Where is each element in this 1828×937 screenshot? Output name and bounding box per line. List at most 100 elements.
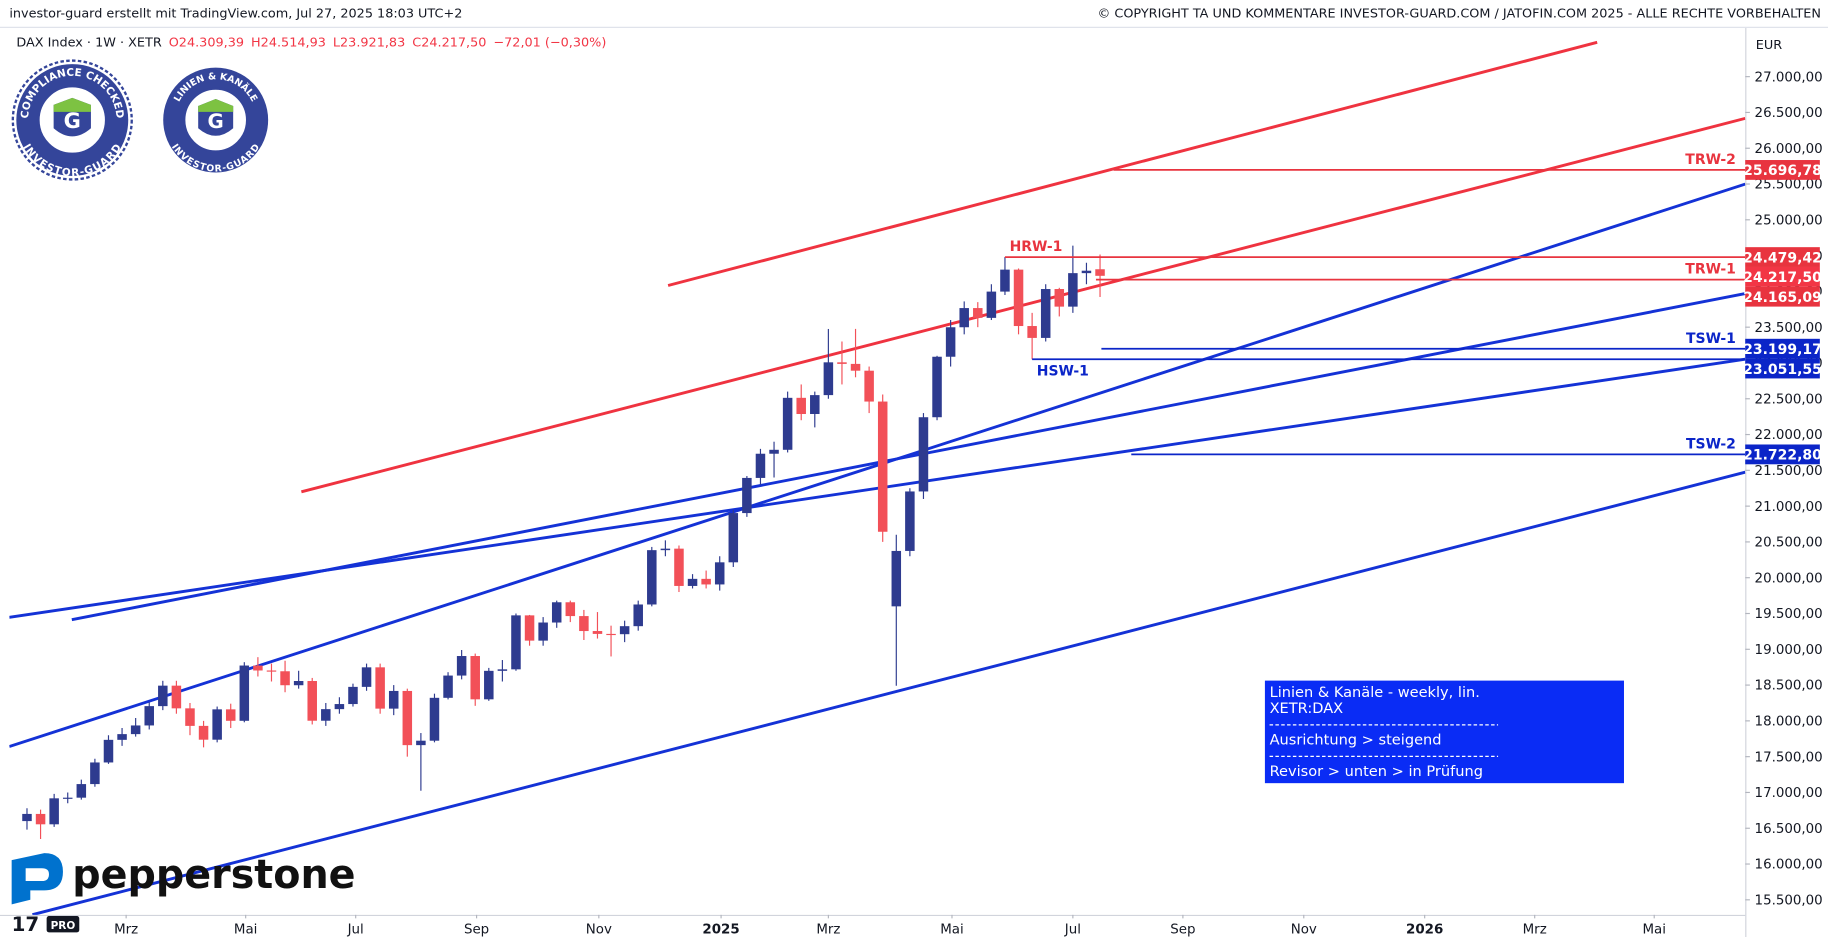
x-tick-label: Jul — [347, 923, 364, 937]
price-tag-label: 21.722,80 — [1743, 448, 1822, 464]
price-tag — [1745, 358, 1820, 379]
candle-body — [769, 449, 779, 454]
candle-body — [524, 615, 535, 641]
candle-body — [932, 356, 942, 418]
candle-body — [714, 562, 725, 585]
info-box: Linien & Kanäle - weekly, lin. XETR:DAX … — [1264, 680, 1624, 784]
y-tick-label: 20.000,00 — [1755, 571, 1823, 586]
broker-name: pepperstone — [72, 852, 355, 898]
candle-body — [1095, 269, 1105, 276]
y-tick-label: 20.500,00 — [1755, 536, 1823, 551]
y-tick-label: 17.500,00 — [1755, 750, 1823, 765]
y-tick-label: 25.500,00 — [1755, 178, 1823, 193]
level-name: HSW-1 — [1037, 364, 1089, 380]
candle-body — [158, 685, 168, 707]
candle-body — [144, 706, 154, 726]
price-tag — [1745, 338, 1820, 359]
axes: 15.500,00 16.000,00 16.500,00 17.000,00 17.5… — [114, 70, 1823, 937]
candle-body — [266, 670, 277, 672]
info-line: Ausrichtung > steigend — [1270, 732, 1442, 749]
x-tick-label: Mai — [940, 923, 963, 937]
header-left: investor-guard erstellt mit TradingView.… — [9, 6, 462, 21]
price-tag-label: 24.217,50 — [1743, 270, 1822, 286]
candle-body — [592, 631, 603, 634]
candle-body — [280, 671, 290, 686]
ohlc-high: H24.514,93 — [251, 36, 326, 51]
candle-body — [973, 308, 983, 318]
x-tick-label: 2025 — [702, 923, 739, 937]
info-line: XETR:DAX — [1270, 700, 1344, 717]
legend: DAX Index · 1W · XETR O24.309,39 H24.514,9… — [16, 36, 606, 51]
candle-body — [375, 667, 385, 709]
y-tick-label: 21.000,00 — [1755, 500, 1823, 515]
header-right: © COPYRIGHT TA UND KOMMENTARE INVESTOR-G… — [1097, 6, 1821, 21]
price-tag — [1745, 247, 1820, 267]
svg-text:G: G — [208, 110, 224, 133]
candle-body — [674, 548, 684, 586]
candle-body — [253, 665, 263, 671]
x-tick-label: 2026 — [1406, 923, 1443, 937]
y-tick-label: 17.000,00 — [1755, 786, 1823, 801]
y-tick-label: 22.500,00 — [1755, 392, 1823, 407]
candle-body — [225, 709, 236, 721]
candle-body — [511, 615, 521, 670]
price-tag-label: 25.696,78 — [1743, 163, 1822, 179]
candle-body — [497, 669, 508, 671]
candle-body — [470, 656, 480, 700]
x-tick-label: Mai — [1642, 923, 1665, 937]
y-tick-label: 16.500,00 — [1755, 822, 1823, 837]
plot — [9, 40, 1746, 915]
ohlc-low: L23.921,83 — [333, 36, 405, 51]
candle-body — [782, 397, 793, 450]
candle-body — [185, 708, 195, 726]
svg-text:G: G — [64, 109, 81, 133]
y-tick-label: 21.500,00 — [1755, 464, 1823, 479]
candle-body — [1013, 269, 1024, 327]
candle-body — [538, 622, 548, 641]
candle-body — [49, 798, 59, 825]
info-line: Revisor > unten > in Prüfung — [1270, 763, 1483, 780]
candle-body — [239, 665, 250, 721]
level-name: HRW-1 — [1010, 239, 1063, 255]
y-tick-label: 19.000,00 — [1755, 643, 1823, 658]
x-tick-label: Jul — [1064, 923, 1081, 937]
ohlc-change: −72,01 (−0,30%) — [493, 36, 606, 51]
price-tag — [1745, 444, 1820, 465]
candle-body — [361, 667, 372, 687]
candle-body — [755, 453, 766, 478]
price-tag-label: 23.199,17 — [1743, 342, 1822, 358]
candle-body — [321, 709, 331, 721]
y-tick-label: 26.000,00 — [1755, 142, 1823, 157]
candle-body — [484, 670, 494, 700]
candle-body — [76, 784, 87, 798]
candle-body — [701, 578, 711, 585]
y-tick-label: 18.500,00 — [1755, 679, 1823, 694]
candle-body — [579, 616, 589, 632]
x-tick-label: Mai — [234, 923, 257, 937]
level-name: TSW-1 — [1686, 331, 1736, 347]
candle-body — [334, 704, 345, 710]
y-tick-label: 19.500,00 — [1755, 607, 1823, 622]
info-line: Linien & Kanäle - weekly, lin. — [1270, 684, 1480, 701]
candle-body — [443, 675, 453, 698]
candle-body — [1027, 326, 1037, 338]
candle-body — [388, 690, 399, 709]
candle-body — [103, 739, 114, 763]
y-tick-label: 18.000,00 — [1755, 715, 1823, 730]
y-tick-label: 15.500,00 — [1755, 893, 1823, 908]
currency: EUR — [1756, 38, 1782, 53]
y-tick-label: 16.000,00 — [1755, 858, 1823, 873]
candle-body — [130, 725, 141, 735]
candle-body — [619, 626, 630, 635]
candle-body — [850, 363, 861, 371]
price-tag-label: 24.479,42 — [1743, 250, 1822, 266]
level-name: TSW-2 — [1686, 437, 1736, 453]
price-tag — [1745, 286, 1820, 307]
price-tag — [1745, 160, 1820, 180]
ohlc-open: O24.309,39 — [169, 36, 244, 51]
candle-body — [810, 395, 820, 415]
candle-body — [742, 477, 752, 514]
